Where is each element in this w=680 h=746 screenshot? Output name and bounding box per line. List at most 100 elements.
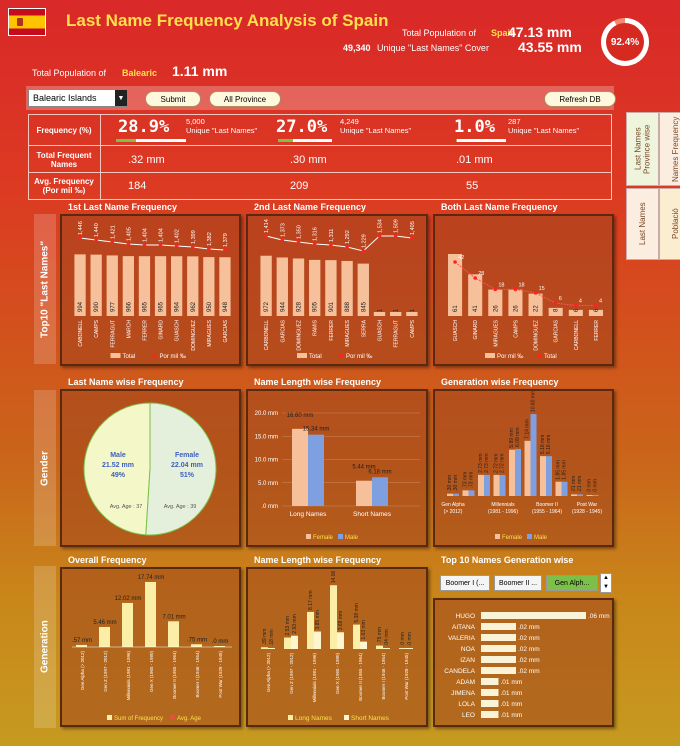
category-label: Boomer II bbox=[536, 502, 558, 508]
chart-svg: HUGO .06 mm AITANA .02 mm VALERIA .02 mm NOA .0… bbox=[444, 612, 610, 719]
point-label: 1,229 bbox=[361, 234, 367, 248]
bar bbox=[168, 621, 179, 647]
bar-male bbox=[561, 481, 568, 496]
legend-swatch bbox=[107, 715, 112, 720]
trend-point bbox=[473, 276, 477, 280]
point-label: 1,404 bbox=[159, 228, 165, 242]
all-province-button[interactable]: All Province bbox=[209, 91, 281, 107]
stat-unique-2: Unique "Last Names" bbox=[340, 126, 412, 135]
legend-label: Sum of Frequency bbox=[114, 716, 163, 722]
bar bbox=[122, 602, 133, 647]
bar bbox=[203, 257, 215, 316]
tab-last-names[interactable]: Last Names bbox=[626, 188, 659, 260]
bar-value-label: .04 mm bbox=[384, 629, 390, 646]
bar-male bbox=[592, 495, 599, 496]
category-label: DOMINGUEZ bbox=[191, 320, 197, 351]
stat-count-1: 5,000 bbox=[186, 117, 205, 126]
trend-line bbox=[265, 235, 412, 252]
spain-flag-icon bbox=[8, 8, 46, 36]
bar-value-label: 3.69 mm bbox=[338, 611, 344, 630]
tab-names-frequency[interactable]: Names Frequency bbox=[659, 112, 680, 186]
bar bbox=[406, 312, 418, 316]
bar-short bbox=[383, 648, 390, 649]
bar-value-label: 5.46 mm bbox=[93, 620, 116, 626]
chart-panel-first-last-name: 994 CABONELL 990 CAMPS 977 FERRAGUT 966 MARCH 96… bbox=[60, 214, 241, 366]
bar-value-label: .0 mm bbox=[400, 632, 406, 646]
point-label: 1,379 bbox=[223, 233, 229, 247]
bar-female bbox=[540, 456, 546, 496]
bar bbox=[468, 274, 483, 316]
page-title: Last Name Frequency Analysis of Spain bbox=[66, 11, 389, 30]
bar-value-label: 8 bbox=[554, 308, 560, 312]
bar-male bbox=[468, 490, 475, 496]
trend-point bbox=[94, 238, 98, 242]
category-label: CABONELL bbox=[78, 320, 84, 347]
bar-value-label: 1 bbox=[378, 308, 384, 312]
tab-poblacio[interactable]: Població bbox=[659, 188, 680, 260]
submit-button[interactable]: Submit bbox=[145, 91, 201, 107]
category-label: GUASCH bbox=[453, 320, 459, 342]
bar bbox=[481, 711, 499, 718]
stat-bar-1 bbox=[116, 139, 186, 142]
bar bbox=[508, 289, 523, 316]
bar-long bbox=[399, 648, 406, 649]
category-label: Gen Z (1997 - 2012) bbox=[103, 651, 108, 692]
stat-avg-2: 209 bbox=[290, 180, 309, 192]
category-label: Long Names bbox=[290, 511, 328, 518]
point-label: 18 bbox=[518, 282, 524, 288]
chart-title: Name Length wise Frequency bbox=[254, 555, 382, 565]
tab-last-names-province[interactable]: Last Names Province wise bbox=[626, 112, 659, 186]
name-label: LOLA bbox=[458, 701, 475, 708]
bar-value-label: 22 bbox=[534, 305, 540, 312]
bar-value-label: .06 mm bbox=[588, 613, 610, 620]
bar-value-label: .39 mm bbox=[262, 629, 268, 646]
bar-male bbox=[546, 456, 552, 496]
row-label-avg: Avg. Frequency (Por mil ‰) bbox=[34, 177, 94, 195]
bar bbox=[106, 255, 118, 316]
bar bbox=[488, 289, 503, 316]
category-label: Boomer I (1946 - 1954) bbox=[195, 651, 200, 698]
bar-female bbox=[478, 474, 484, 496]
stat-bar-3 bbox=[456, 139, 506, 142]
bar-female bbox=[571, 494, 577, 496]
point-label: 1,446 bbox=[78, 221, 84, 235]
gen-filter-genalpha-button[interactable]: Gen Alph... bbox=[546, 575, 598, 591]
bar-value-label: .0 mm bbox=[212, 639, 229, 645]
divider bbox=[28, 145, 612, 146]
bar-value-label: 15.34 mm bbox=[303, 427, 330, 433]
bar bbox=[74, 254, 86, 316]
filter-scroll-arrows[interactable]: ▲ ▼ bbox=[600, 573, 612, 593]
bar-value-label: 6.09 mm bbox=[515, 427, 521, 446]
trend-point bbox=[142, 243, 147, 247]
chart-panel-both-last-name: 61 GUASCH 41 GINARD 26 MIRAGUES 26 CAMPS 22 DOMIN… bbox=[433, 214, 614, 366]
bar-female bbox=[292, 428, 308, 506]
bar-value-label: 888 bbox=[345, 301, 351, 312]
category-label: Gen Alpha (> 2012) bbox=[266, 653, 271, 693]
stat-total-2: .30 mm bbox=[290, 154, 327, 166]
refresh-db-button[interactable]: Refresh DB bbox=[544, 91, 616, 107]
axis-tick: 10.0 mm bbox=[255, 458, 278, 464]
category-label: Gen Alpha bbox=[441, 502, 465, 508]
pie-slice-female bbox=[145, 402, 217, 536]
bar bbox=[187, 256, 199, 316]
stat-bar-2 bbox=[278, 139, 332, 142]
unique-label: Unique "Last Names" Cover bbox=[377, 43, 489, 53]
trend-point bbox=[110, 240, 115, 244]
trend-point bbox=[410, 236, 414, 240]
bar bbox=[260, 255, 272, 316]
gen-filter-boomer1-button[interactable]: Boomer I (... bbox=[440, 575, 490, 591]
province-select[interactable]: Balearic Islands ▼ bbox=[28, 89, 128, 107]
bar-value-label: 26 bbox=[513, 305, 519, 312]
legend-label: Por mil ‰ bbox=[160, 354, 186, 360]
bar-female bbox=[555, 481, 562, 496]
trend-point bbox=[78, 236, 82, 240]
trend-point bbox=[296, 240, 301, 244]
bar-value-label: 2.73 mm bbox=[484, 453, 490, 472]
point-label: 1,373 bbox=[280, 223, 286, 237]
trend-point bbox=[377, 234, 382, 238]
gen-filter-boomer2-button[interactable]: Boomer II ... bbox=[494, 575, 542, 591]
bar-long bbox=[376, 645, 383, 649]
bar-value-label: 7.01 mm bbox=[162, 614, 185, 620]
name-label: HUGO bbox=[456, 613, 476, 620]
chart-panel-gender-pie: Male 21.52 mm 49% Female 22.04 mm 51% Avg. Age… bbox=[60, 389, 241, 547]
